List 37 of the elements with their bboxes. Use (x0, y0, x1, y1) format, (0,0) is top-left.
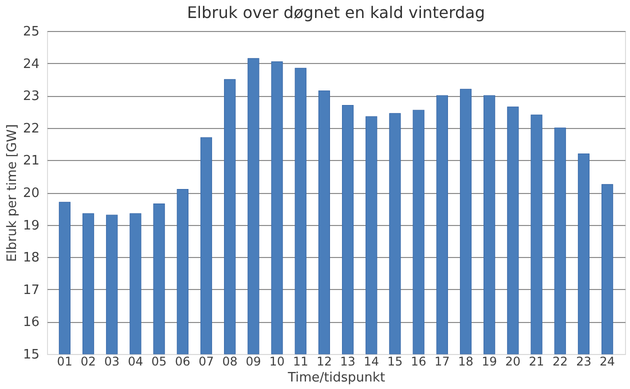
y-tick-label: 19 (22, 218, 40, 234)
x-tick-label: 05 (151, 354, 167, 368)
y-tick-label: 22 (22, 121, 40, 136)
x-tick-label: 03 (104, 354, 120, 368)
y-axis-title: Elbruk per time [GW] (4, 124, 20, 262)
x-tick-label: 11 (292, 354, 308, 368)
x-tick-label: 14 (364, 354, 380, 368)
y-tick-label: 20 (22, 186, 40, 201)
x-tick-label: 23 (576, 354, 592, 368)
x-tick-label: 02 (80, 354, 96, 368)
x-tick-label: 21 (528, 354, 544, 368)
y-tick-label: 21 (22, 154, 40, 169)
x-tick-label: 22 (552, 354, 568, 368)
y-tick-label: 18 (22, 250, 40, 266)
x-tick-label: 01 (57, 354, 72, 368)
x-tick-label: 17 (434, 354, 450, 368)
chart-title: Elbruk over døgnet en kald vinterdag (186, 3, 486, 22)
x-tick-label: 19 (482, 354, 497, 368)
y-tick-label: 25 (22, 24, 40, 40)
x-tick-label: 09 (246, 354, 262, 368)
y-tick-label: 23 (22, 89, 40, 104)
x-tick-label: 06 (175, 354, 190, 368)
y-tick-label: 24 (22, 56, 40, 72)
x-tick-label: 16 (410, 354, 426, 368)
x-axis-title: Time/tidspunkt (286, 370, 386, 386)
x-tick-label: 20 (505, 354, 521, 368)
x-tick-label: 15 (387, 354, 403, 368)
x-tick-label: 08 (222, 354, 238, 368)
x-tick-label: 10 (269, 354, 285, 368)
x-tick-label: 18 (458, 354, 474, 368)
x-tick-label: 07 (198, 354, 214, 368)
y-tick-label: 16 (22, 315, 40, 330)
x-tick-label: 04 (128, 354, 144, 368)
y-tick-label: 17 (22, 282, 40, 298)
x-tick-label: 24 (600, 354, 615, 368)
x-tick-label: 13 (340, 354, 356, 368)
x-tick-label: 12 (316, 354, 332, 368)
